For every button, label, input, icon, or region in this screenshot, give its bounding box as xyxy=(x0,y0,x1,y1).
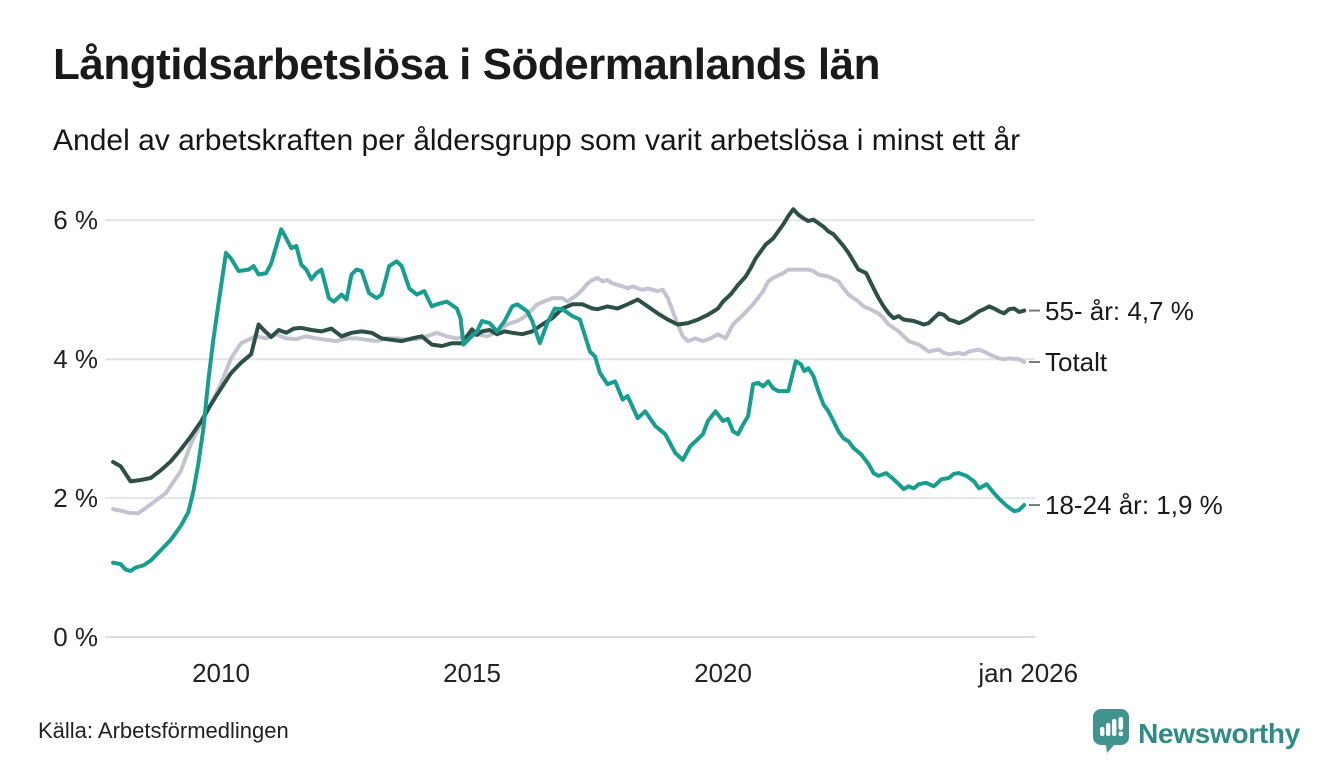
y-tick-0: 0 % xyxy=(53,622,98,652)
series-label-total: Totalt xyxy=(1045,346,1108,377)
brand-logo: Newsworthy xyxy=(1092,708,1300,759)
y-tick-2: 2 % xyxy=(53,483,98,514)
x-tick-2010: 2010 xyxy=(192,658,250,688)
x-tick-2015: 2015 xyxy=(443,658,501,688)
x-tick-jan-2026: jan 2026 xyxy=(978,658,1079,688)
brand-name: Newsworthy xyxy=(1138,717,1300,749)
y-tick-6: 6 % xyxy=(53,205,98,236)
series-label-55: 55- år: 4,7 % xyxy=(1045,295,1194,326)
x-tick-2020: 2020 xyxy=(694,658,752,688)
source-note: Källa: Arbetsförmedlingen xyxy=(38,718,289,743)
page-title: Långtidsarbetslösa i Södermanlands län xyxy=(53,40,881,89)
chart-subtitle: Andel av arbetskraften per åldersgrupp s… xyxy=(53,124,1021,157)
newsworthy-icon xyxy=(1092,708,1130,759)
series-label-18-24: 18-24 år: 1,9 % xyxy=(1045,490,1223,521)
y-tick-4: 4 % xyxy=(53,344,98,375)
